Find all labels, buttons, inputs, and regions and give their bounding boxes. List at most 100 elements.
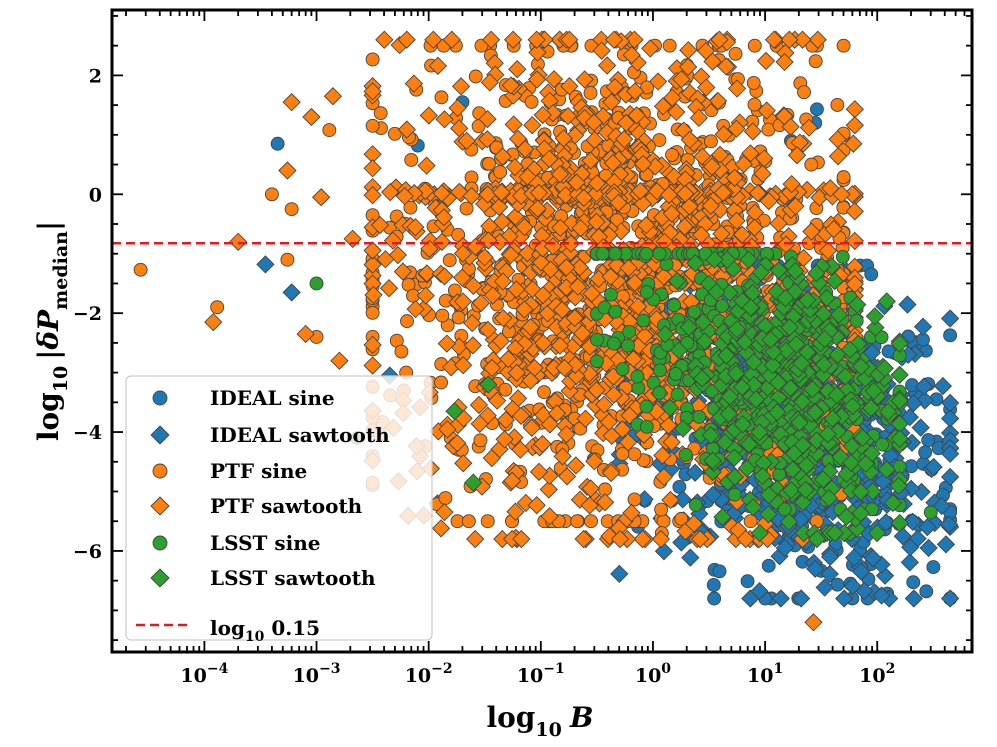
data-point	[461, 514, 476, 529]
y-tick-label: −4	[73, 422, 102, 444]
data-point	[442, 253, 457, 268]
data-point	[616, 113, 636, 133]
data-point	[919, 584, 934, 599]
data-point	[809, 102, 824, 117]
data-point	[552, 300, 572, 320]
data-point	[639, 419, 654, 434]
data-point	[759, 191, 778, 211]
data-point	[595, 493, 615, 512]
data-point	[675, 217, 694, 236]
data-point	[697, 78, 716, 97]
legend-label: LSST sine	[210, 531, 320, 555]
data-point	[872, 586, 891, 605]
data-point	[864, 267, 879, 282]
data-point	[365, 52, 380, 67]
data-point	[622, 45, 641, 65]
data-point	[619, 258, 638, 278]
data-point	[557, 425, 576, 444]
data-point	[761, 558, 776, 573]
data-point	[685, 463, 705, 482]
data-point	[406, 300, 425, 319]
data-point	[434, 375, 448, 390]
data-point	[419, 106, 438, 125]
data-point	[462, 186, 481, 206]
data-point	[794, 248, 813, 268]
data-point	[576, 409, 595, 428]
data-point	[914, 377, 934, 396]
data-point	[692, 409, 707, 424]
data-point	[780, 30, 799, 49]
data-point	[529, 462, 549, 481]
data-point	[404, 74, 424, 93]
data-point	[280, 252, 295, 267]
data-point	[557, 467, 577, 486]
data-point	[492, 212, 512, 231]
data-point	[750, 581, 769, 601]
data-point	[903, 512, 922, 531]
data-point	[375, 30, 394, 49]
data-point	[616, 289, 630, 304]
data-point	[629, 297, 648, 316]
data-point	[544, 70, 564, 89]
data-point	[400, 314, 414, 329]
legend-marker	[152, 535, 168, 551]
data-point	[604, 30, 624, 49]
data-point	[571, 219, 590, 238]
data-point	[466, 529, 485, 549]
data-point	[904, 459, 919, 474]
data-point	[740, 574, 755, 589]
data-point	[453, 292, 473, 311]
data-point	[435, 110, 454, 129]
data-point	[416, 286, 435, 305]
data-point	[453, 244, 473, 263]
data-point	[793, 30, 812, 49]
data-point	[775, 538, 794, 558]
data-point	[625, 30, 644, 49]
data-point	[919, 538, 938, 558]
data-point	[518, 244, 537, 263]
data-point	[434, 90, 449, 105]
data-point	[555, 358, 574, 378]
data-point	[639, 285, 654, 300]
data-point	[480, 514, 495, 529]
data-point	[527, 30, 546, 49]
data-point	[438, 491, 453, 505]
legend-label: IDEAL sawtooth	[210, 423, 390, 447]
data-point	[585, 130, 604, 150]
data-point	[567, 366, 586, 386]
data-point	[818, 241, 838, 260]
data-point	[533, 434, 552, 454]
data-point	[442, 30, 461, 49]
data-point	[453, 268, 472, 287]
data-point	[393, 262, 413, 281]
data-point	[432, 184, 451, 203]
data-point	[757, 101, 776, 120]
data-point	[397, 120, 417, 139]
data-point	[631, 181, 650, 201]
data-point	[727, 211, 746, 230]
data-point	[851, 562, 871, 581]
data-point	[782, 174, 801, 194]
data-point	[820, 547, 840, 567]
data-point	[417, 156, 436, 175]
data-point	[610, 564, 629, 583]
data-point	[808, 54, 823, 69]
data-point	[511, 440, 530, 459]
data-point	[599, 412, 619, 432]
data-point	[674, 511, 689, 526]
data-point	[403, 200, 418, 215]
data-point	[580, 496, 599, 515]
data-point	[845, 548, 864, 567]
data-point	[844, 134, 863, 153]
data-point	[876, 513, 896, 532]
data-point	[583, 86, 598, 100]
data-point	[451, 227, 466, 242]
data-point	[560, 30, 579, 49]
data-point	[653, 363, 667, 378]
data-point	[589, 354, 604, 369]
data-point	[746, 75, 761, 90]
data-point	[480, 73, 500, 92]
data-point	[558, 106, 578, 126]
data-point	[764, 30, 784, 49]
